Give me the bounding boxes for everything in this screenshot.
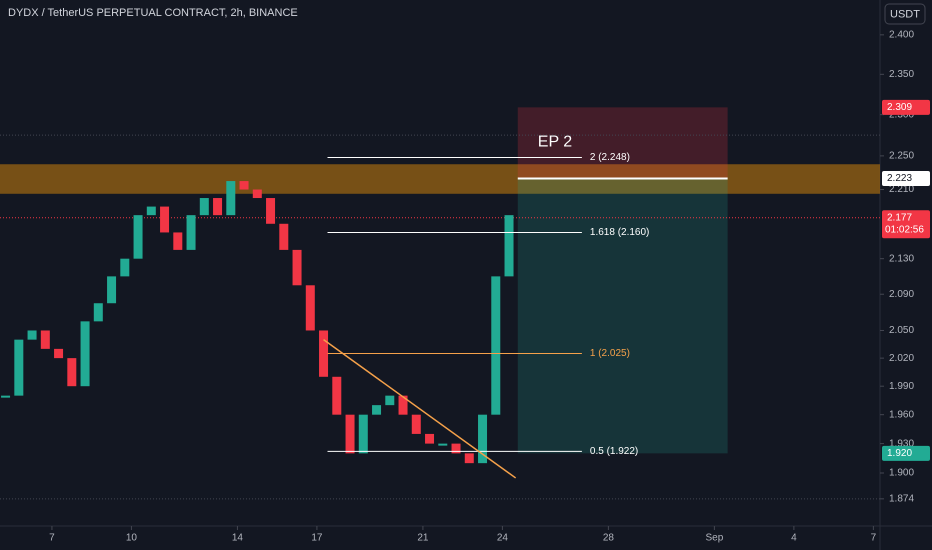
candle [504, 215, 514, 277]
fib-label: 1 (2.025) [590, 348, 630, 359]
candle [93, 303, 103, 322]
candle [160, 206, 170, 233]
price-tag [882, 99, 930, 115]
price-tag [882, 171, 930, 187]
candle [438, 443, 448, 446]
y-tick-label: 1.960 [889, 409, 914, 420]
trendline [323, 339, 517, 479]
candle [425, 433, 435, 444]
candle [1, 395, 11, 398]
y-tick-label: 1.990 [889, 381, 914, 392]
candle [186, 215, 196, 250]
candle [252, 189, 262, 199]
y-tick-label: 1.874 [889, 493, 914, 504]
fib-label: 2 (2.248) [590, 152, 630, 163]
candle [305, 285, 315, 331]
price-tag-countdown: 01:02:56 [885, 224, 924, 235]
candle [107, 276, 117, 304]
candle [146, 206, 156, 216]
candle [173, 232, 183, 250]
x-tick-label: 7 [49, 533, 55, 544]
candle [372, 405, 382, 415]
candle [478, 414, 488, 464]
y-tick-label: 2.350 [889, 69, 914, 80]
x-tick-label: 14 [232, 533, 244, 544]
fib-label: 1.618 (2.160) [590, 227, 650, 238]
x-tick-label: 17 [311, 533, 323, 544]
candle [266, 198, 276, 224]
price-tag-label: 1.920 [887, 448, 912, 459]
y-tick-label: 1.930 [889, 438, 914, 449]
x-tick-label: 24 [497, 533, 509, 544]
candle [54, 348, 64, 359]
resistance-zone [0, 164, 880, 194]
x-tick-label: 10 [126, 533, 138, 544]
y-tick-label: 2.050 [889, 325, 914, 336]
y-tick-label: 2.130 [889, 253, 914, 264]
candle [239, 181, 249, 190]
price-tag-label: 2.309 [887, 102, 912, 113]
price-tag-label: 2.177 [887, 212, 912, 223]
stop-area [517, 107, 728, 179]
candle [398, 395, 408, 415]
candle [14, 339, 24, 396]
candle [385, 395, 395, 406]
x-tick-label: 21 [417, 533, 429, 544]
price-tag-label: 2.223 [887, 173, 912, 184]
y-tick-label: 2.210 [889, 184, 914, 195]
candle [279, 223, 289, 250]
candle [27, 330, 37, 340]
candle [67, 358, 77, 387]
x-tick-label: 4 [791, 533, 797, 544]
target-area [517, 178, 728, 454]
x-tick-label: 7 [871, 533, 877, 544]
price-tag [882, 210, 930, 239]
y-tick-label: 2.250 [889, 151, 914, 162]
candle [40, 330, 50, 349]
y-tick-label: 1.900 [889, 468, 914, 479]
currency-label[interactable]: USDT [890, 8, 920, 20]
candle [292, 249, 302, 286]
candle [491, 276, 501, 415]
candle [213, 198, 223, 216]
chart-title: DYDX / TetherUS PERPETUAL CONTRACT, 2h, … [8, 7, 298, 19]
candle [120, 258, 130, 277]
fib-label: 0.5 (1.922) [590, 446, 638, 457]
y-tick-label: 2.400 [889, 29, 914, 40]
candle [345, 414, 355, 454]
currency-button[interactable] [884, 3, 926, 25]
candle [332, 376, 342, 415]
candle [133, 215, 143, 259]
candle [358, 414, 368, 454]
position-label: EP 2 [538, 134, 573, 151]
candle [319, 330, 329, 377]
candle [199, 198, 209, 216]
x-tick-label: 28 [603, 533, 615, 544]
candle [226, 181, 236, 216]
candle [464, 453, 474, 464]
y-tick-label: 2.090 [889, 289, 914, 300]
candle [80, 321, 90, 387]
y-tick-label: 2.020 [889, 353, 914, 364]
price-tag [882, 445, 930, 461]
x-tick-label: Sep [705, 533, 723, 544]
plot: EP 2 2 (2.248) 1.618 (2.160) 1 (2.025) 0.5 (… [0, 107, 880, 500]
candle [411, 414, 421, 434]
candle [451, 443, 461, 454]
